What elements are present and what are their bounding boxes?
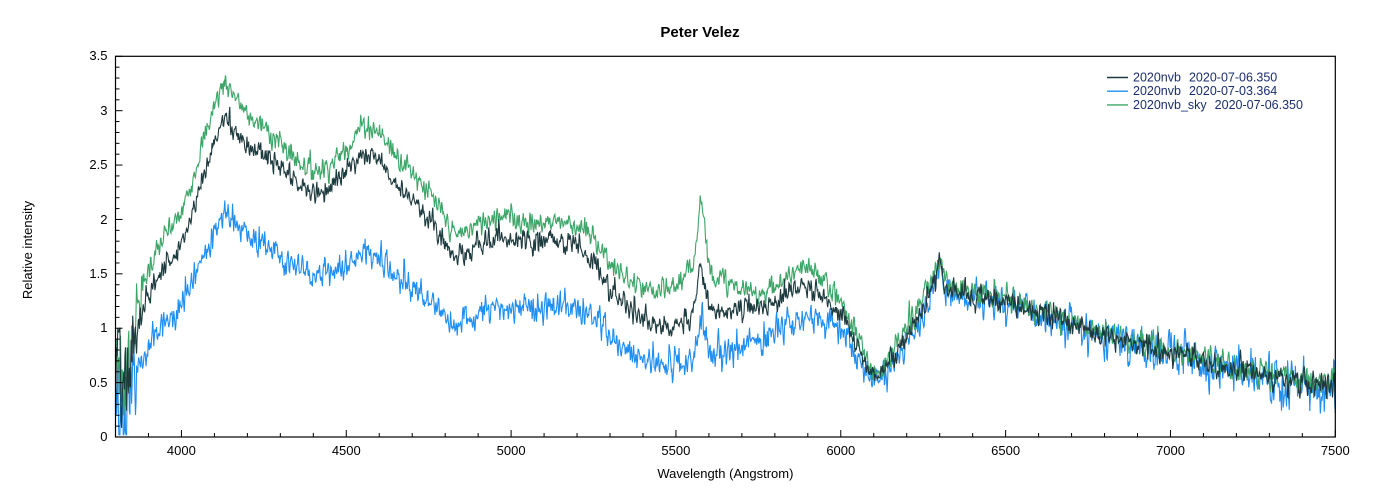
svg-text:Relative intensity: Relative intensity — [20, 200, 35, 299]
